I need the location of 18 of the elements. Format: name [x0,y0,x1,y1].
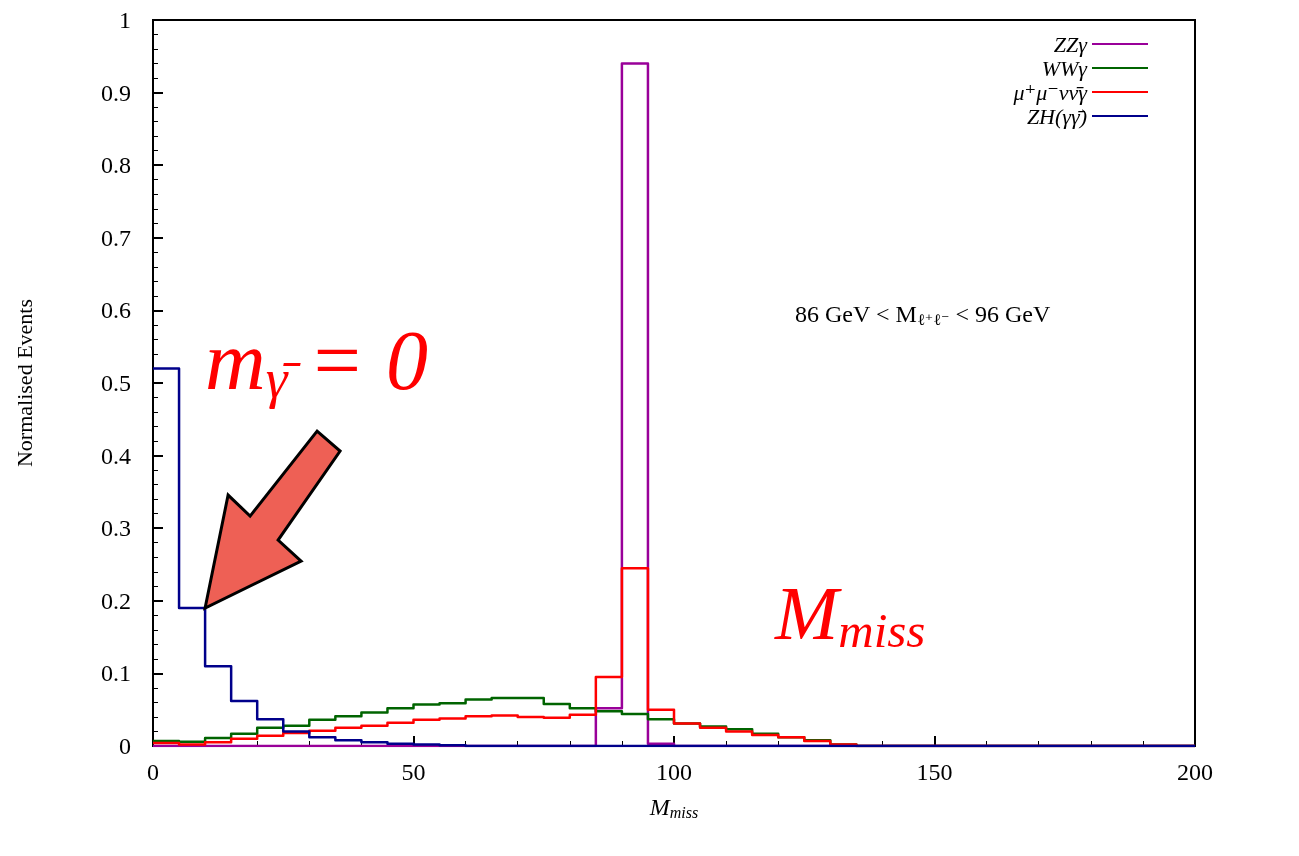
legend-label: ZZγ [1053,31,1089,57]
x-tick-label: 100 [656,759,692,785]
y-tick-label: 0.2 [101,587,131,614]
y-tick-label: 0.4 [101,442,131,469]
x-tick-label: 0 [147,759,159,785]
y-tick-label: 0.3 [101,515,131,542]
y-axis-title: Normalised Events [11,298,37,468]
x-tick-label: 50 [401,759,426,785]
x-tick-label: 200 [1177,759,1213,785]
y-tick-label: 0.8 [101,152,131,179]
y-tick-label: 0.1 [101,660,131,687]
y-tick-label: 0 [119,733,131,759]
y-tick-label: 1 [119,7,131,33]
x-tick-label: 150 [916,759,953,785]
y-tick-label: 0.6 [101,297,131,324]
y-tick-label: 0.7 [101,224,131,251]
y-tick-label: 0.5 [101,370,131,396]
y-tick-label: 0.9 [101,79,131,106]
